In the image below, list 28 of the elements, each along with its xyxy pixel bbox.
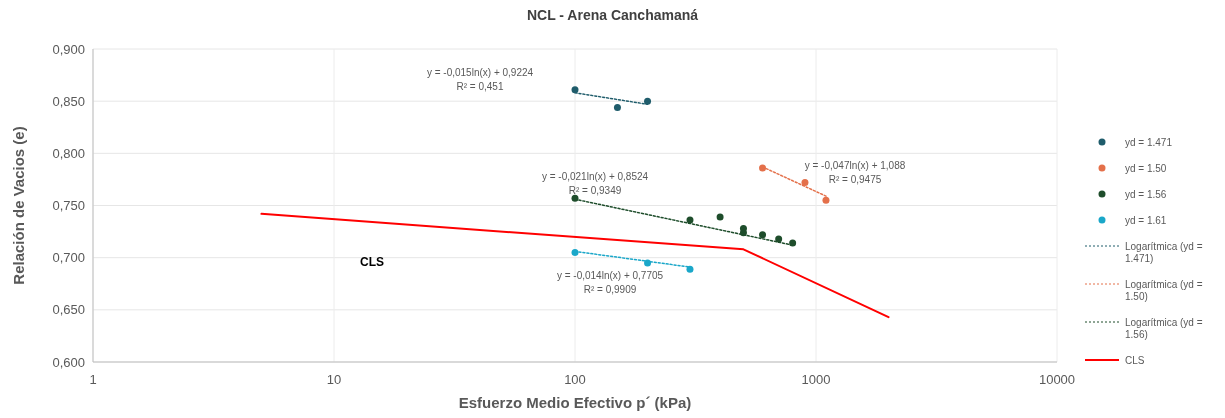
x-tick-label: 100: [564, 372, 586, 387]
y-tick-label: 0,600: [52, 354, 85, 370]
legend-label: Logarítmica (yd = 1.471): [1125, 240, 1203, 264]
annotation: y = -0,014ln(x) + 0,7705 R² = 0,9909: [556, 269, 664, 295]
y-tick-label: 0,650: [52, 302, 85, 318]
y-tick-label: 0,700: [52, 250, 85, 266]
y-tick-label: 0,850: [52, 93, 85, 109]
legend-label: CLS: [1125, 354, 1145, 366]
legend-label: yd = 1.471: [1125, 136, 1173, 148]
y-tick-label: 0,750: [52, 198, 85, 214]
legend-label: yd = 1.61: [1125, 214, 1167, 226]
legend-label: Logarítmica (yd = 1.56): [1125, 316, 1203, 340]
y-tick-label: 0,900: [52, 41, 85, 57]
chart-title: NCL - Arena Canchamaná: [526, 7, 699, 23]
y-axis-title: Relación de Vacios (e): [10, 126, 27, 285]
x-tick-label: 10000: [1038, 372, 1076, 387]
annotation: y = -0,015ln(x) + 0,9224 R² = 0,451: [426, 66, 534, 92]
annotation: CLS: [360, 255, 384, 270]
x-tick-label: 1000: [801, 372, 831, 387]
x-tick-label: 1: [89, 372, 97, 387]
annotation: y = -0,021ln(x) + 0,8524 R² = 0,9349: [541, 170, 649, 196]
legend-label: yd = 1.56: [1125, 188, 1167, 200]
x-tick-label: 10: [326, 372, 342, 387]
y-tick-label: 0,800: [52, 145, 85, 161]
x-axis-title: Esfuerzo Medio Efectivo p´ (kPa): [458, 394, 692, 411]
legend-label: yd = 1.50: [1125, 162, 1167, 174]
annotation: y = -0,047ln(x) + 1,088 R² = 0,9475: [804, 159, 906, 185]
legend-label: Logarítmica (yd = 1.50): [1125, 278, 1203, 302]
